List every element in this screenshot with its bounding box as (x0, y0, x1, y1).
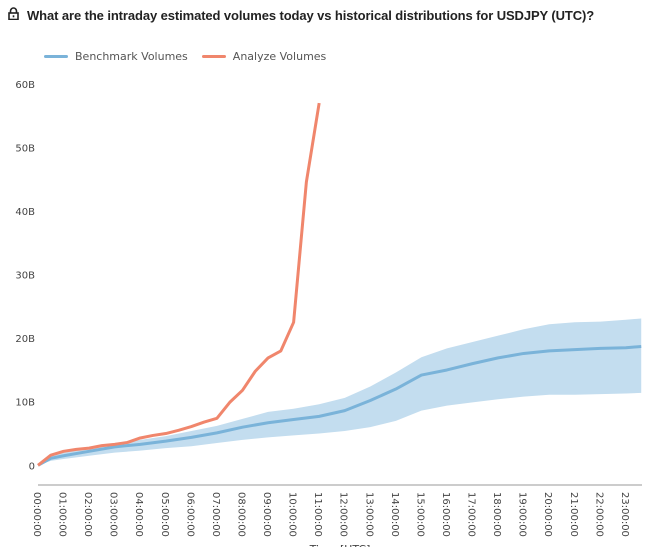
chart-title: What are the intraday estimated volumes … (8, 7, 648, 23)
benchmark-volumes-line (37, 344, 642, 467)
lock-icon (8, 7, 19, 23)
x-tick-label: 12:00:00 (338, 492, 349, 537)
x-tick-label: 03:00:00 (108, 492, 119, 537)
legend-swatch-benchmark (44, 55, 68, 58)
x-tick-label: 01:00:00 (57, 492, 68, 537)
x-tick-label: 19:00:00 (517, 492, 528, 537)
x-tick-label: 08:00:00 (235, 492, 246, 537)
benchmark-range-band (38, 318, 642, 466)
y-tick-label: 0 (29, 461, 35, 472)
x-tick-label: 20:00:00 (542, 492, 553, 537)
x-tick-label: 10:00:00 (287, 492, 298, 537)
y-tick-label: 10B (15, 398, 35, 409)
x-tick-label: 16:00:00 (440, 492, 451, 537)
x-tick-label: 07:00:00 (210, 492, 221, 537)
legend: Benchmark Volumes Analyze Volumes (44, 50, 326, 63)
x-tick-label: 15:00:00 (414, 492, 425, 537)
legend-item-benchmark[interactable]: Benchmark Volumes (44, 50, 188, 63)
analyze-volumes-line (37, 102, 321, 467)
y-tick-label: 50B (15, 144, 35, 155)
y-tick-label: 30B (15, 271, 35, 282)
y-tick-label: 60B (15, 80, 35, 91)
x-tick-label: 02:00:00 (82, 492, 93, 537)
x-tick-label: 04:00:00 (133, 492, 144, 537)
x-tick-label: 17:00:00 (466, 492, 477, 537)
legend-item-analyze[interactable]: Analyze Volumes (201, 50, 326, 63)
y-tick-label: 40B (15, 207, 35, 218)
y-tick-label: 20B (15, 334, 35, 345)
x-tick-label: 18:00:00 (491, 492, 502, 537)
x-tick-label: 00:00:00 (31, 492, 42, 537)
x-tick-label: 23:00:00 (619, 492, 630, 537)
x-axis-title: Time [UTC] (309, 543, 371, 547)
x-tick-label: 11:00:00 (312, 492, 323, 537)
x-tick-label: 14:00:00 (389, 492, 400, 537)
x-tick-label: 21:00:00 (568, 492, 579, 537)
x-tick-label: 06:00:00 (184, 492, 195, 537)
x-tick-label: 13:00:00 (363, 492, 374, 537)
legend-swatch-analyze (201, 55, 226, 58)
x-tick-label: 22:00:00 (593, 492, 604, 537)
x-tick-label: 05:00:00 (159, 492, 170, 537)
x-tick-label: 09:00:00 (261, 492, 272, 537)
